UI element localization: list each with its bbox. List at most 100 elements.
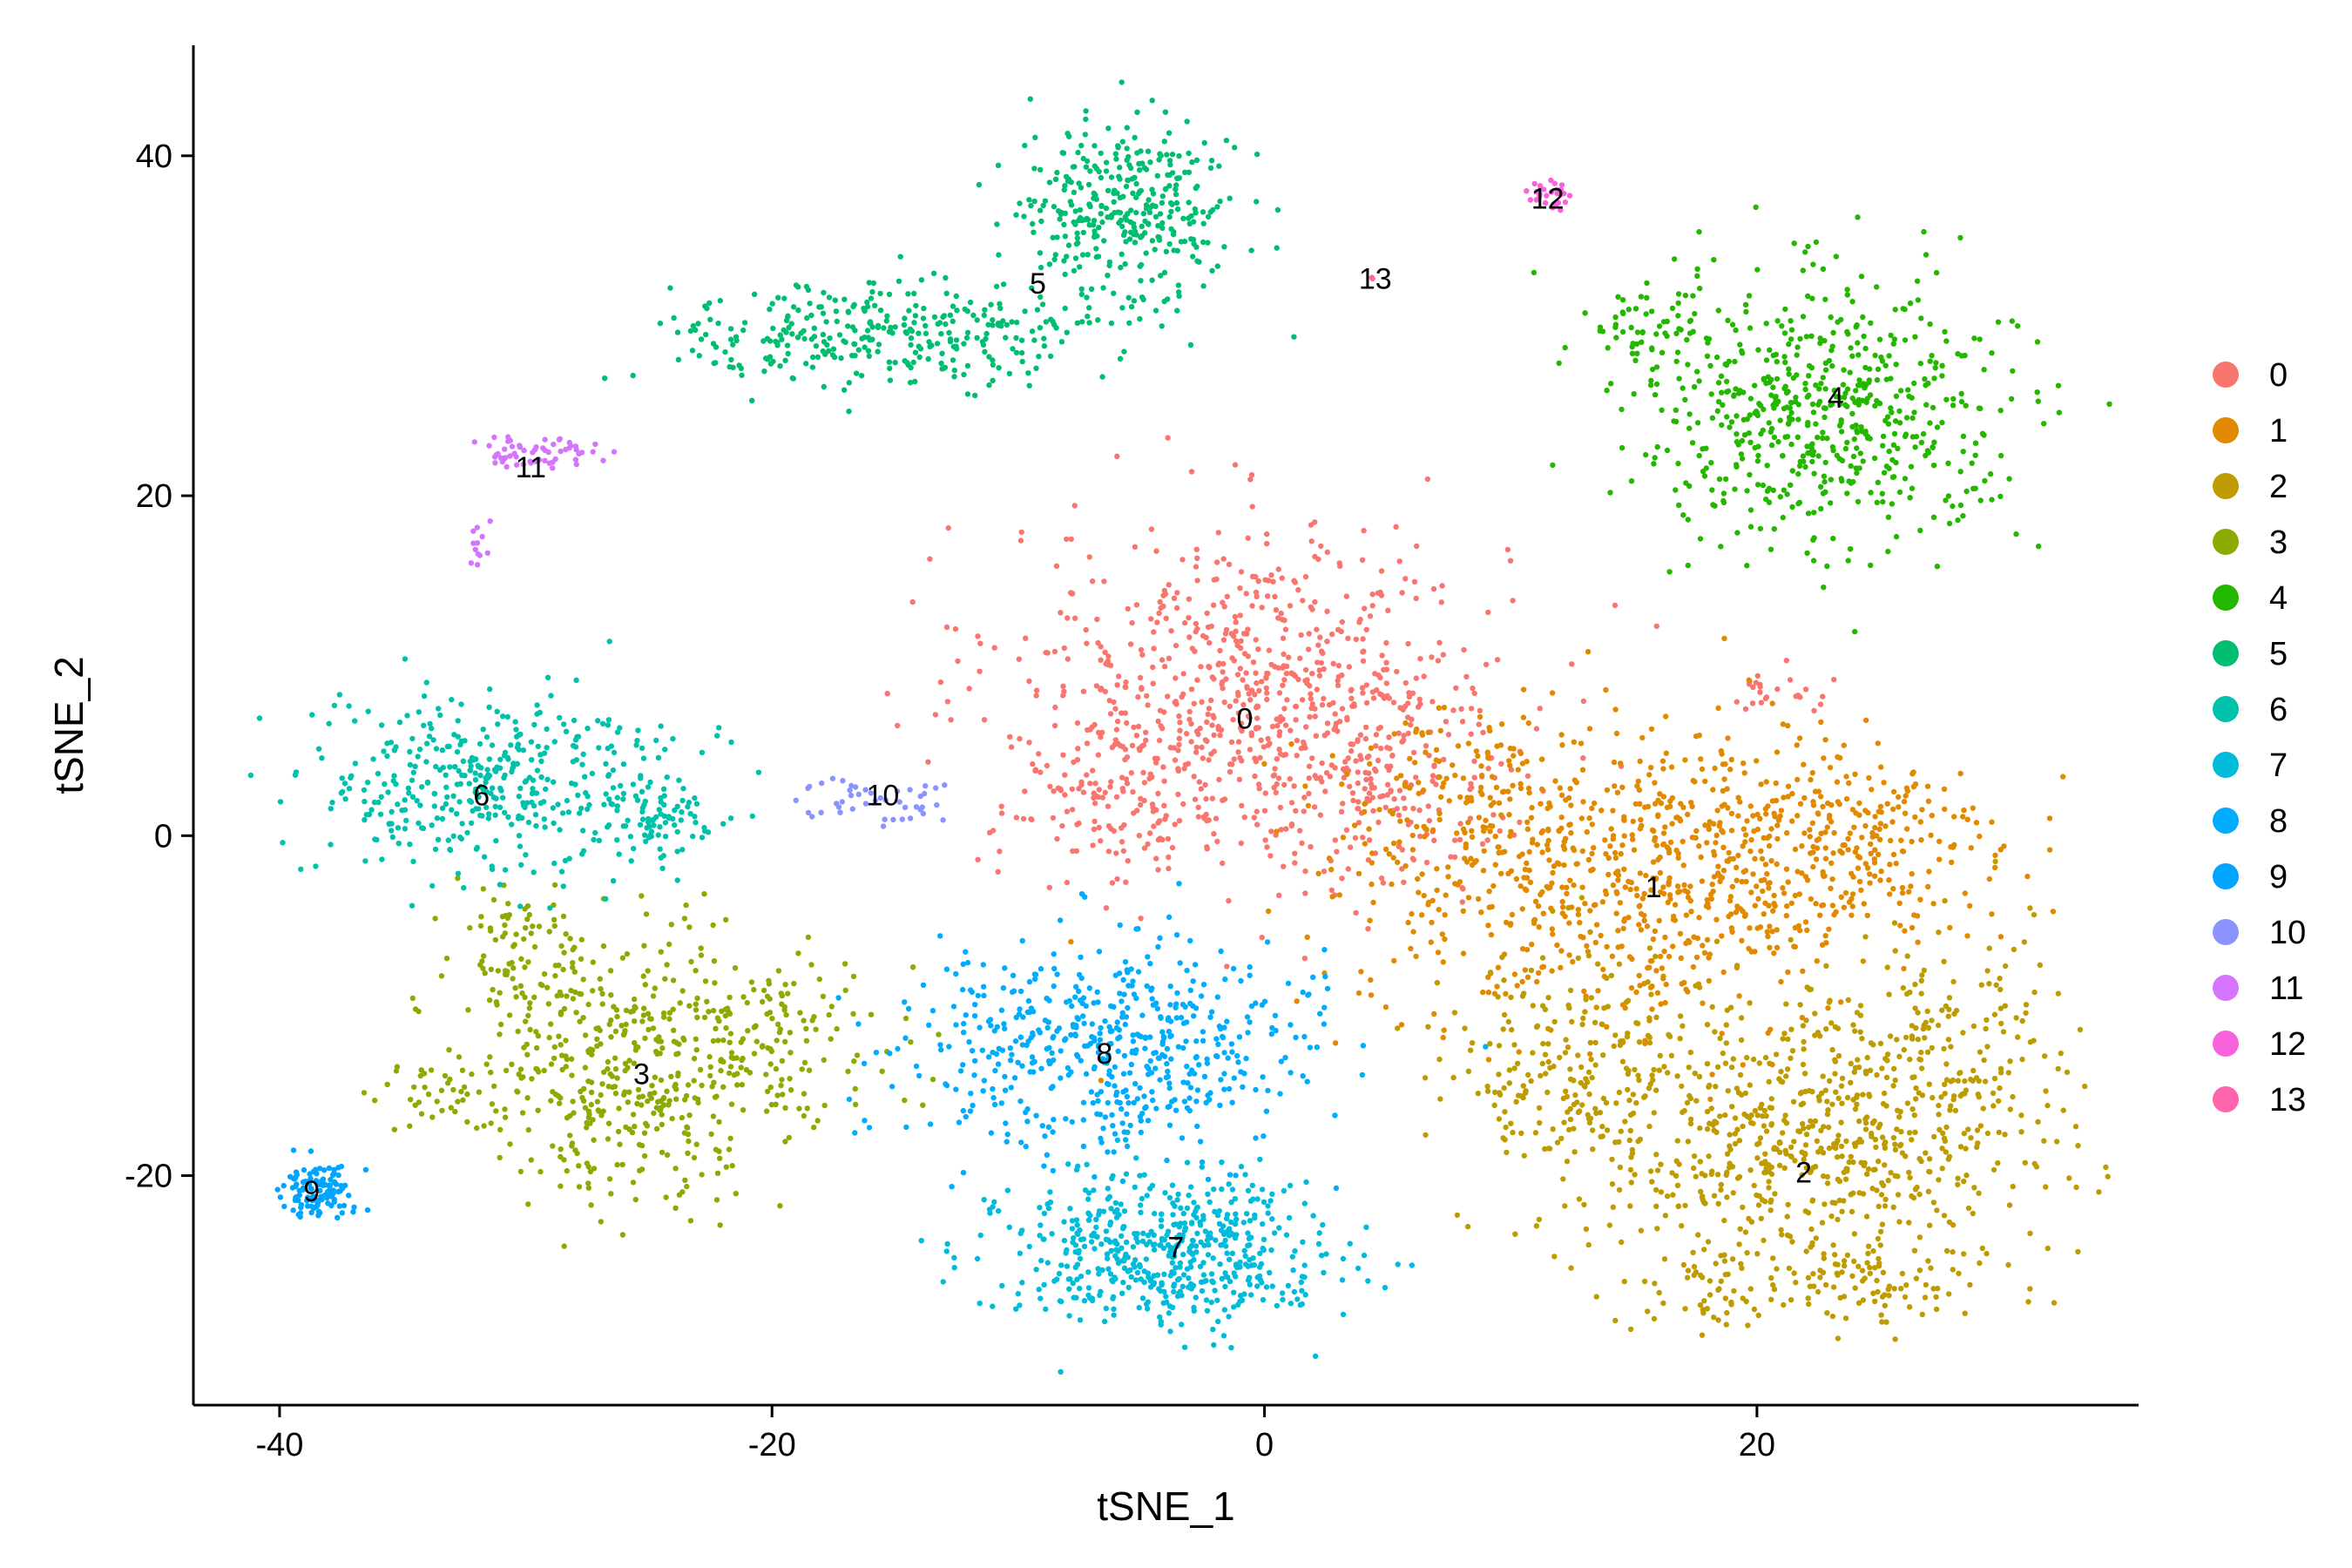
data-point [1445,732,1452,738]
data-point [1715,1317,1721,1323]
data-point [693,1001,699,1007]
data-point [1276,733,1282,739]
data-point [1386,851,1393,857]
data-point [1546,857,1552,863]
data-point [1704,1022,1711,1028]
data-point [1732,1131,1739,1137]
data-point [551,916,558,923]
data-point [1173,699,1179,705]
data-point [1227,195,1233,201]
data-point [1708,1171,1715,1178]
data-point [1728,810,1735,817]
data-point [1764,871,1770,877]
data-point [1514,1060,1521,1067]
data-point [1835,754,1841,760]
data-point [1535,903,1542,909]
data-point [1224,593,1231,599]
data-point [1129,176,1135,182]
data-point [1087,168,1093,174]
data-point [1892,1141,1898,1147]
data-point [1416,696,1423,702]
data-point [578,956,585,963]
data-point [522,964,528,970]
data-point [1962,352,1968,359]
data-point [1997,408,2004,414]
data-point [1496,844,1502,850]
data-point [1503,1124,1509,1131]
data-point [1828,1213,1835,1220]
data-point [1139,685,1145,691]
data-point [1031,337,1037,343]
data-point [1765,1030,1771,1037]
data-point [1166,130,1173,136]
data-point [1841,1169,1847,1176]
data-point [1529,805,1535,811]
data-point [1519,946,1526,952]
data-point [1770,384,1776,390]
data-point [594,1036,600,1043]
data-point [1420,787,1427,794]
data-point [1849,903,1855,909]
data-point [1733,909,1740,916]
data-point [1593,1004,1599,1010]
data-point [1179,557,1186,563]
data-point [1274,206,1281,213]
data-point [1126,236,1133,242]
data-point [1123,879,1129,885]
data-point [612,1066,619,1072]
data-point [1621,866,1627,872]
data-point [1538,891,1544,898]
data-point [1114,453,1120,459]
data-point [1343,593,1350,599]
data-point [1727,1004,1734,1010]
data-point [1661,948,1667,955]
data-point [1396,843,1402,849]
data-point [1161,139,1168,145]
data-point [1096,824,1102,831]
data-point [1662,934,1668,941]
series-4-points [1531,204,2112,635]
data-point [1441,705,1448,711]
data-point [1723,362,1730,368]
data-point [1828,476,1835,483]
data-point [1102,789,1108,795]
data-point [1950,395,1957,402]
data-point [1145,702,1151,708]
data-point [1822,845,1828,851]
data-point [1328,631,1335,638]
data-point [1413,595,1419,602]
data-point [599,1001,605,1007]
data-point [1744,1250,1750,1256]
data-point [1143,729,1149,735]
data-point [1806,1301,1812,1308]
data-point [1749,700,1756,706]
data-point [1201,139,1207,146]
data-point [1962,890,1968,896]
data-point [1122,684,1128,690]
data-point [459,1067,466,1073]
data-point [1593,1294,1599,1300]
data-point [1487,727,1493,734]
data-point [1653,1152,1659,1158]
data-point [1833,1089,1839,1095]
data-point [1369,603,1375,609]
data-point [1567,786,1573,792]
data-point [1612,1139,1619,1146]
data-point [1912,1186,1919,1193]
data-point [1778,808,1785,814]
data-point [1309,755,1315,761]
data-point [1321,868,1328,875]
data-point [1307,713,1313,720]
data-point [1815,453,1821,459]
data-point [1984,1130,1991,1137]
data-point [1742,706,1749,713]
data-point [1654,1226,1660,1232]
data-point [1802,249,1808,255]
data-point [773,1065,780,1072]
data-point [1619,309,1626,315]
data-point [1802,463,1808,470]
data-point [588,1202,594,1208]
data-point [761,368,767,375]
data-point [1196,779,1203,785]
data-point [1227,703,1233,709]
